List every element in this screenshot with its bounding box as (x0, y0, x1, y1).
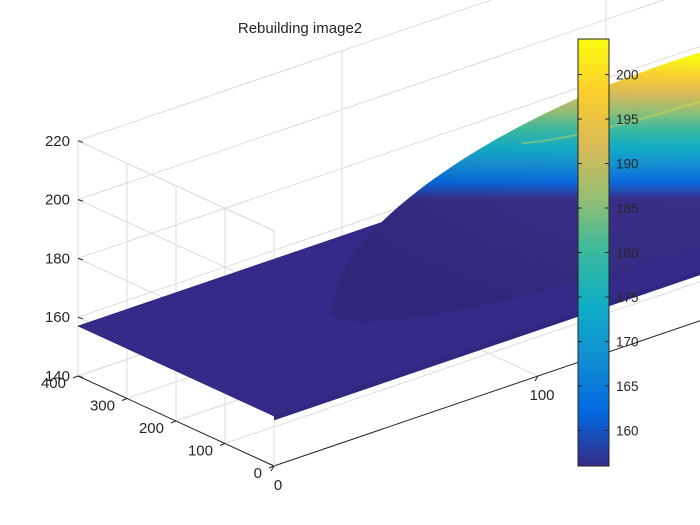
z-tick-mark (77, 316, 84, 320)
x-tick-label: 0 (274, 477, 282, 494)
colorbar-tick-label: 190 (616, 157, 639, 172)
z-tick-label: 200 (45, 192, 70, 209)
z-tick-mark (77, 257, 84, 261)
y-tick-mark (121, 398, 128, 401)
z-tick-label: 140 (45, 368, 70, 385)
colorbar-tick-label: 175 (616, 290, 639, 305)
y-tick-mark (268, 465, 275, 469)
colorbar-tick-label: 200 (616, 68, 639, 83)
z-tick-label: 180 (45, 250, 70, 267)
y-tick-label: 400 (41, 375, 66, 392)
z-tick-mark (77, 140, 84, 143)
z-tick-label: 220 (45, 133, 70, 150)
colorbar-tick-label: 160 (616, 423, 639, 438)
x-tick-label: 100 (529, 387, 554, 404)
colorbar-tick-label: 170 (616, 334, 639, 349)
z-tick-mark (77, 375, 84, 378)
y-tick-label: 200 (139, 420, 164, 437)
grid-line (224, 281, 700, 444)
x-tick-mark (534, 375, 539, 382)
colorbar-tick-label: 180 (616, 246, 639, 261)
axis-ticks: 1401601802002200100200300400010020030040… (41, 133, 555, 494)
y-tick-label: 100 (188, 443, 213, 460)
colorbar-tick-label: 185 (616, 201, 639, 216)
axis-line (77, 140, 275, 232)
y-tick-mark (72, 375, 79, 379)
axis-line (273, 320, 700, 467)
y-tick-mark (219, 443, 226, 446)
x-tick-mark (270, 465, 275, 472)
colorbar-tick-label: 195 (616, 112, 639, 127)
colorbar-tick-label: 165 (616, 379, 639, 394)
chart-title: Rebuilding image2 (238, 20, 362, 37)
y-tick-label: 300 (90, 398, 115, 415)
colorbar-fill (578, 39, 609, 466)
z-tick-mark (77, 199, 84, 202)
surface-ridge (521, 100, 700, 145)
colorbar: 160 165 170 175 180 185 190 195 200 (577, 38, 639, 467)
z-tick-label: 160 (45, 309, 70, 326)
y-tick-label: 0 (254, 465, 262, 482)
y-tick-mark (170, 420, 177, 424)
